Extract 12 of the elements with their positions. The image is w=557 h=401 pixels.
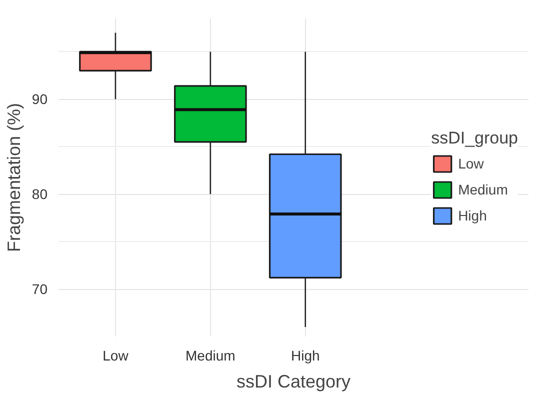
x-tick-label: High	[290, 348, 320, 364]
legend-title: ssDI_group	[431, 128, 518, 148]
y-tick-label: 80	[32, 186, 48, 202]
legend-label: Medium	[458, 182, 508, 198]
x-tick-label: Medium	[186, 348, 236, 364]
legend-label: Low	[458, 156, 484, 172]
x-axis-title: ssDI Category	[236, 372, 351, 392]
y-tick-label: 90	[32, 91, 48, 108]
y-tick-label: 70	[32, 281, 48, 298]
x-tick-label: Low	[102, 348, 130, 364]
y-axis-title: Fragmentation (%)	[4, 102, 24, 252]
legend-label: High	[458, 208, 487, 224]
